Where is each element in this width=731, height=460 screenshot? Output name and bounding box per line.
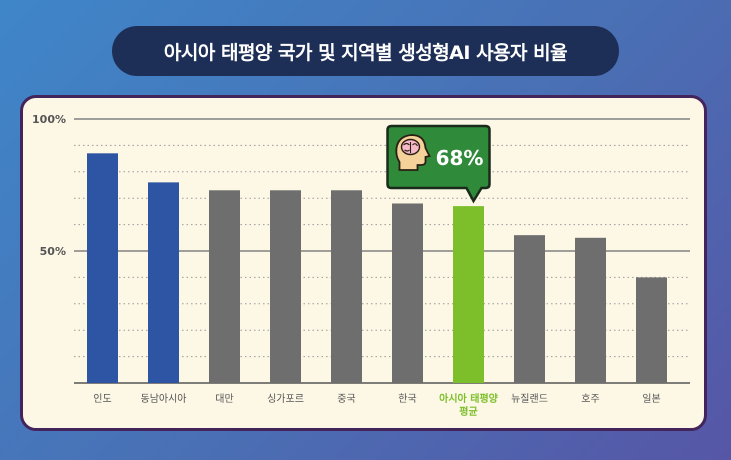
bar — [209, 190, 240, 383]
bar — [87, 153, 118, 383]
bar — [148, 182, 179, 383]
x-tick-label: 싱가포르 — [267, 393, 304, 405]
bar — [331, 190, 362, 383]
x-tick-label: 한국 — [398, 393, 416, 405]
bar — [636, 277, 667, 383]
x-tick-label: 뉴질랜드 — [511, 393, 548, 405]
bar — [575, 237, 606, 383]
brain-head-icon — [395, 134, 431, 171]
x-axis-labels: 인도 동남아시아 대만 싱가포르 중국 한국 아시아 태평양 평균 뉴질랜드 호주 일본 — [93, 392, 660, 418]
x-tick-label: 아시아 태평양 평균 — [439, 392, 498, 418]
bar — [514, 235, 545, 383]
x-tick-label: 인도 — [93, 393, 111, 405]
callout-value: 68% — [436, 146, 484, 170]
x-tick-label: 동남아시아 — [141, 393, 187, 405]
x-tick-label: 호주 — [581, 393, 599, 405]
y-tick-label: 50% — [40, 245, 66, 258]
x-tick-label: 중국 — [337, 393, 355, 405]
bar — [453, 206, 484, 383]
bar — [270, 190, 301, 383]
average-callout: 68% — [386, 124, 491, 204]
chart-title: 아시아 태평양 국가 및 지역별 생성형AI 사용자 비율 — [112, 26, 619, 76]
bar — [392, 203, 423, 383]
y-tick-label: 100% — [32, 113, 66, 126]
bars — [87, 153, 667, 383]
x-tick-label: 일본 — [642, 393, 660, 405]
y-axis-labels: 100% 50% — [32, 113, 66, 258]
x-tick-label: 대만 — [215, 393, 233, 405]
